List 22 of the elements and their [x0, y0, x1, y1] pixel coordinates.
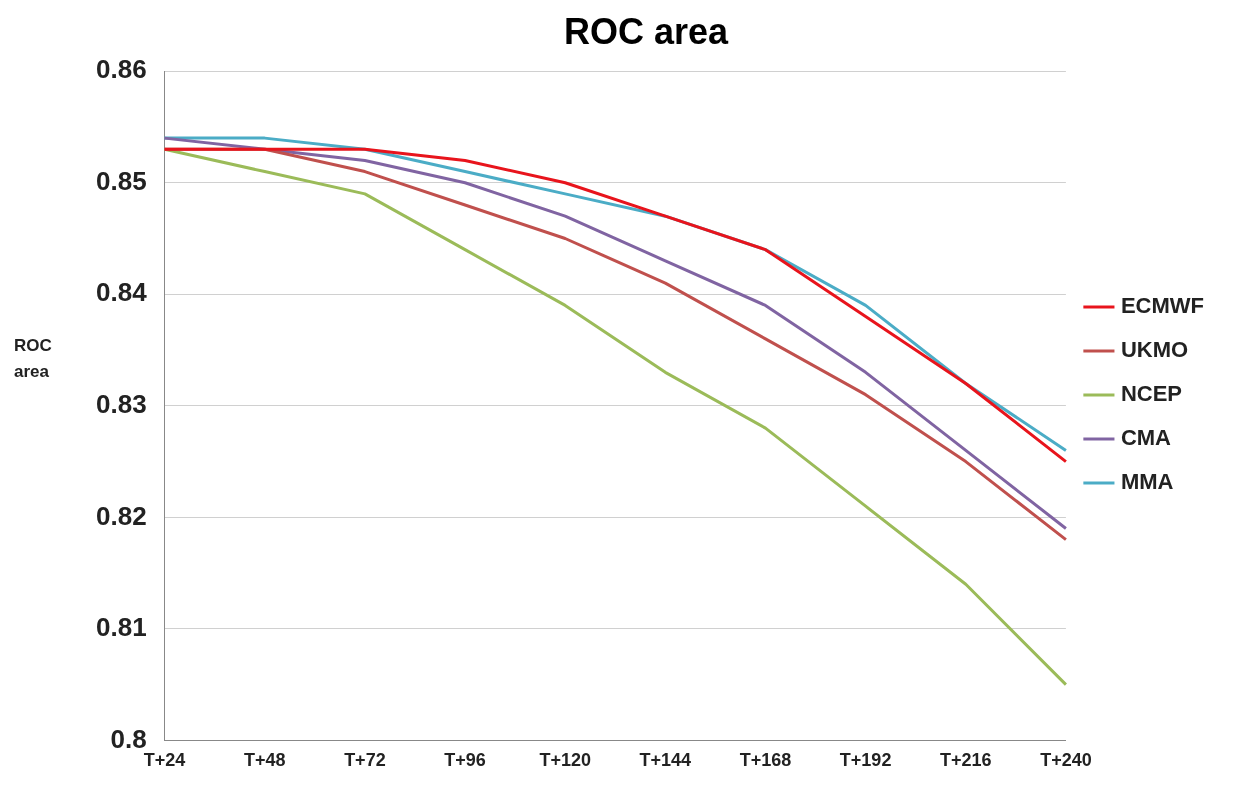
x-tick-label: T+120 [539, 750, 591, 771]
legend-label: NCEP [1120, 381, 1183, 407]
x-tick-label: T+72 [344, 750, 386, 771]
legend-label: UKMO [1120, 337, 1189, 363]
legend-label: ECMWF [1120, 293, 1204, 319]
x-tick-label: T+168 [739, 750, 792, 771]
legend-label: CMA [1120, 425, 1172, 451]
y-tick-label: 0.83 [95, 388, 147, 419]
y-axis-title: ROC area [14, 335, 53, 383]
y-tick-label: 0.85 [95, 165, 147, 196]
x-tick-label: T+144 [639, 750, 692, 771]
x-tick-label: T+48 [243, 750, 286, 771]
x-tick-label: T+96 [444, 750, 486, 771]
y-tick-label: 0.86 [95, 54, 147, 85]
y-tick-label: 0.82 [95, 500, 147, 531]
x-tick-label: T+240 [1040, 750, 1092, 771]
x-tick-label: T+216 [939, 750, 992, 771]
x-tick-label: T+192 [839, 750, 892, 771]
y-tick-label: 0.81 [95, 612, 147, 643]
legend-label: MMA [1120, 469, 1174, 495]
y-tick-label: 0.84 [95, 277, 148, 308]
chart-title: ROC area [563, 10, 730, 52]
